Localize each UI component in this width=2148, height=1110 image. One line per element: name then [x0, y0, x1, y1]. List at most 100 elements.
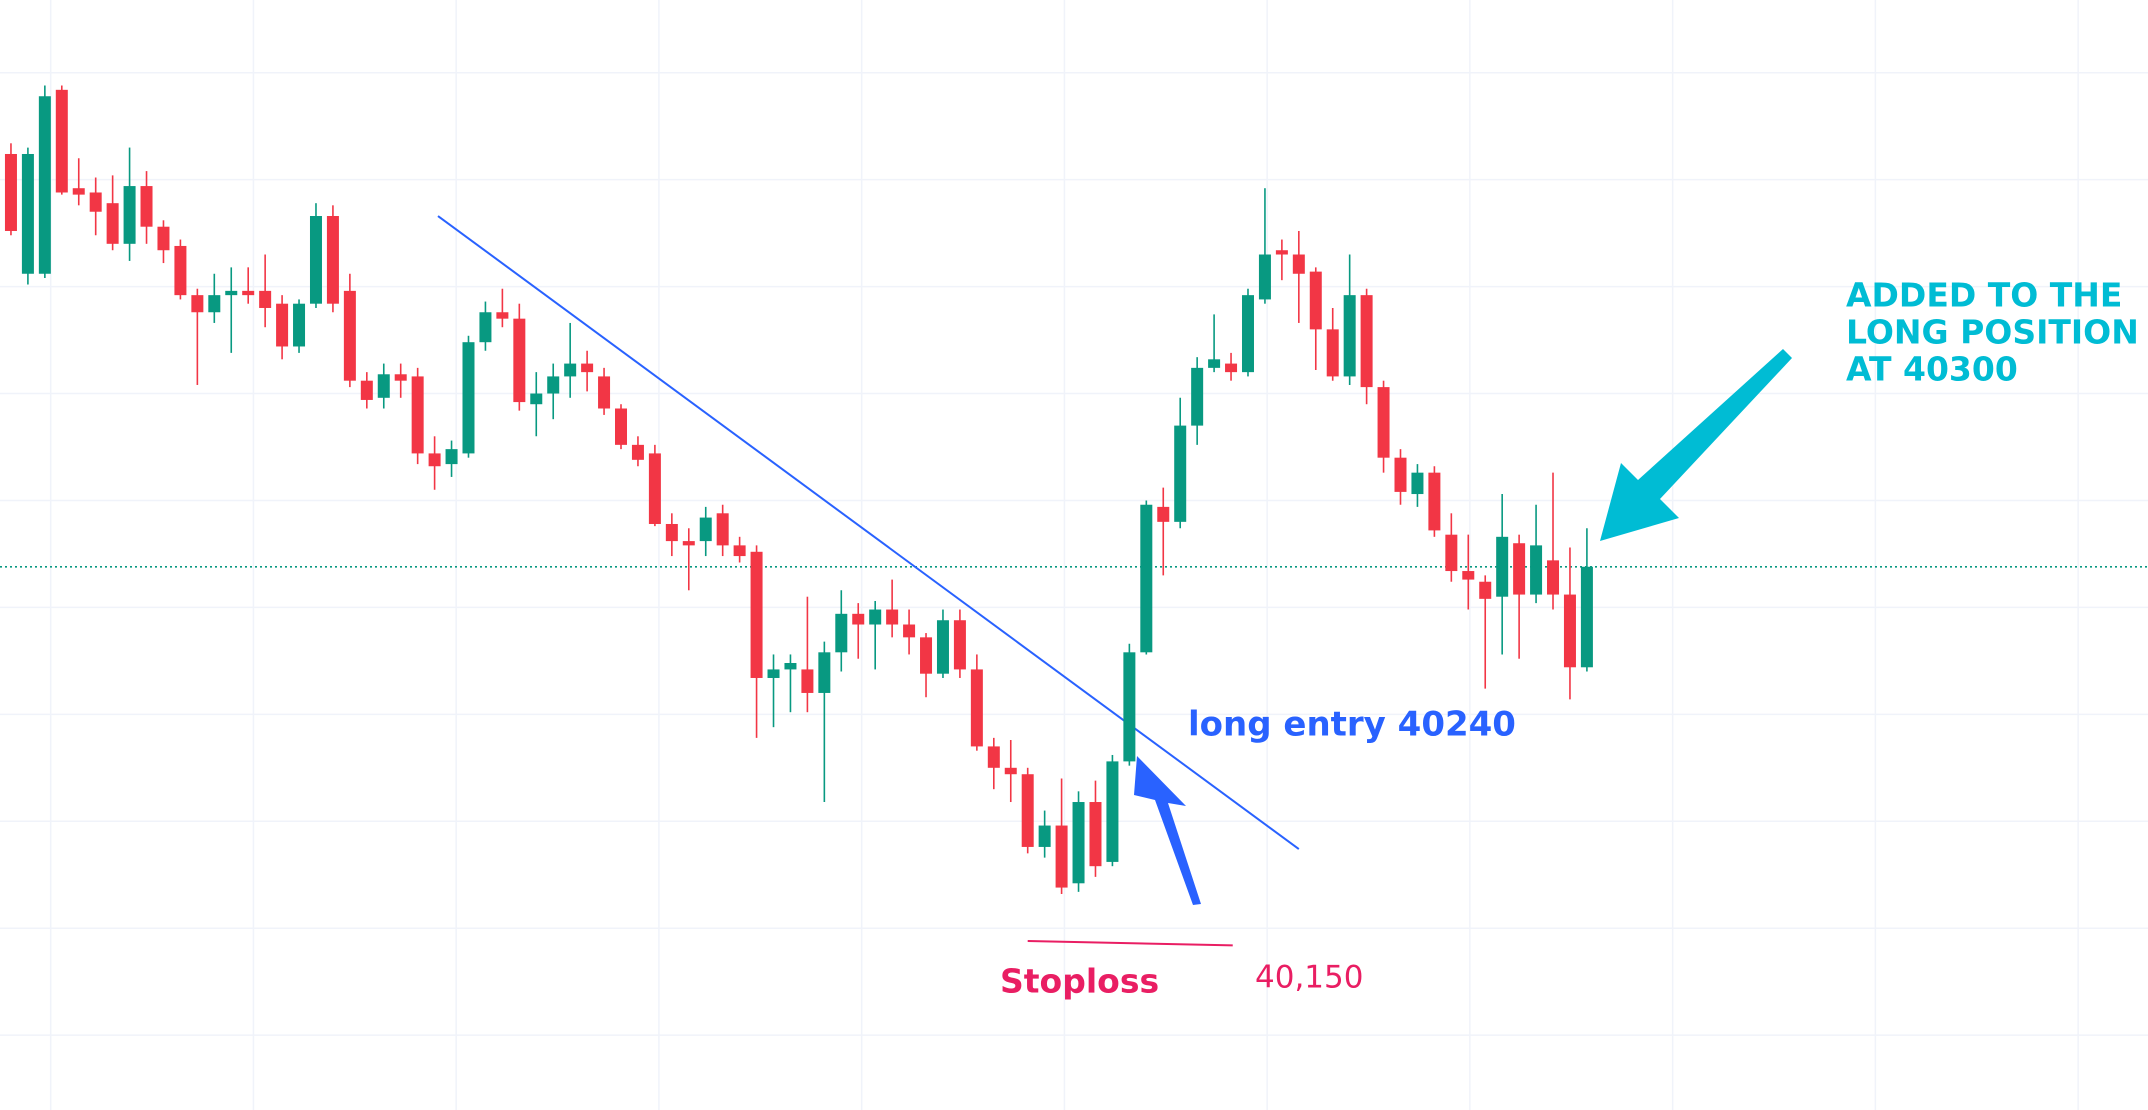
- candle-body: [1326, 329, 1339, 377]
- candle-body: [970, 669, 983, 747]
- candle-body: [1563, 594, 1576, 668]
- candle-body: [309, 216, 322, 304]
- candle-body: [1191, 367, 1204, 426]
- candle-body: [225, 290, 238, 296]
- candle-body: [38, 96, 51, 274]
- candle-body: [1479, 581, 1492, 599]
- candle-body: [1547, 560, 1560, 595]
- candle-body: [276, 303, 289, 347]
- candle-body: [326, 216, 339, 304]
- candle-body: [1496, 536, 1509, 597]
- candle-body: [1174, 425, 1187, 522]
- candle-body: [987, 746, 1000, 768]
- candle-body: [1072, 802, 1085, 884]
- candle-body: [1055, 825, 1068, 888]
- candle-body: [1038, 825, 1051, 847]
- candle-body: [89, 192, 102, 212]
- candle-body: [767, 669, 780, 678]
- candle-body: [411, 376, 424, 454]
- candle-body: [665, 523, 678, 542]
- stoploss-price-label: 40,150: [1255, 960, 1363, 996]
- candle-body: [1123, 652, 1136, 762]
- candle-body: [1275, 250, 1288, 255]
- candle-body: [242, 290, 255, 296]
- candle-body: [21, 153, 34, 274]
- candle-body: [1343, 295, 1356, 377]
- candle-body: [1513, 543, 1526, 595]
- candle-body: [343, 290, 356, 381]
- candle-body: [1377, 387, 1390, 458]
- candle-body: [886, 609, 899, 625]
- candle-body: [496, 312, 509, 319]
- candle-body: [581, 363, 594, 373]
- candle-body: [106, 203, 119, 244]
- candle-body: [1530, 545, 1543, 595]
- added-label-line: ADDED TO THE: [1846, 276, 2122, 315]
- candle-body: [920, 637, 933, 674]
- candle-body: [1241, 295, 1254, 373]
- candle-body: [1360, 295, 1373, 388]
- candle-body: [1445, 534, 1458, 572]
- candle-body: [716, 513, 729, 546]
- candle-body: [1157, 506, 1170, 522]
- candle-body: [360, 380, 373, 400]
- stoploss-line: [1027, 940, 1233, 947]
- candle-body: [615, 408, 628, 445]
- candle-body: [1021, 774, 1034, 847]
- candle-body: [445, 449, 458, 465]
- candle-body: [1004, 767, 1017, 775]
- candle-body: [1309, 271, 1322, 330]
- candle-body: [750, 551, 763, 678]
- candle-body: [259, 290, 272, 308]
- candle-body: [191, 295, 204, 313]
- candle-body: [55, 89, 68, 193]
- candle-body: [648, 453, 661, 524]
- candle-body: [123, 186, 136, 244]
- stoploss-label: Stoploss: [1000, 962, 1159, 1001]
- trendline: [437, 215, 1300, 850]
- candle-body: [953, 620, 966, 670]
- candle-body: [530, 393, 543, 405]
- candle-body: [818, 652, 831, 693]
- added-label-line: AT 40300: [1846, 350, 2018, 389]
- candle-body: [293, 303, 306, 347]
- candle-body: [513, 318, 526, 403]
- candle-body: [852, 613, 865, 625]
- candle-body: [547, 376, 560, 394]
- added-label-line: LONG POSITION: [1846, 313, 2139, 352]
- candle-body: [140, 186, 153, 227]
- candle-body: [208, 295, 221, 313]
- candle-body: [1140, 504, 1153, 653]
- candle-body: [428, 453, 441, 467]
- candle-body: [377, 374, 390, 398]
- candle-body: [4, 153, 17, 231]
- candle-body: [1428, 472, 1441, 531]
- candle-body: [699, 517, 712, 542]
- candle-body: [869, 609, 882, 625]
- candle-body: [1208, 359, 1221, 368]
- candle-body: [903, 624, 916, 638]
- entry-arrow: [1134, 756, 1201, 905]
- candle-body: [835, 613, 848, 653]
- candle-body: [1106, 761, 1119, 862]
- candle-body: [479, 312, 492, 343]
- candle-body: [1225, 363, 1238, 373]
- candle-body: [564, 363, 577, 377]
- candle-body: [682, 541, 695, 546]
- candle-body: [1258, 254, 1271, 300]
- drawings: [0, 215, 2148, 947]
- candle-body: [72, 188, 85, 195]
- candle-body: [1394, 457, 1407, 492]
- candle-body: [462, 342, 475, 454]
- candle-body: [1089, 802, 1102, 867]
- candle-body: [631, 444, 644, 460]
- candle-body: [1411, 472, 1424, 495]
- candles: [4, 85, 1593, 894]
- entry-label: long entry 40240: [1188, 705, 1516, 745]
- candle-body: [936, 620, 949, 674]
- candle-body: [157, 226, 170, 251]
- candle-body: [733, 545, 746, 557]
